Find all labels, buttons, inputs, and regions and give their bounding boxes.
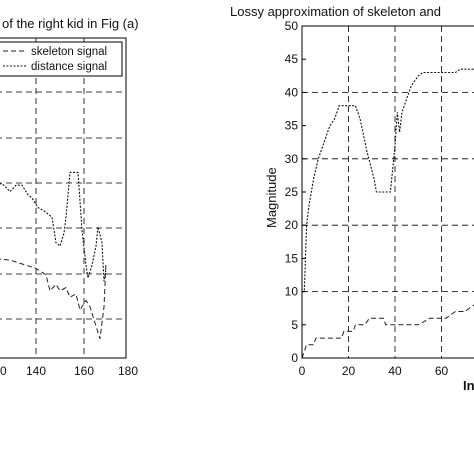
right-y-tick-label: 40 (285, 85, 299, 99)
left-legend-box (0, 41, 123, 77)
left-panel: of the right kid in Fig (a) 0 140 160 180 s… (0, 16, 139, 378)
right-y-tick-label: 35 (285, 119, 299, 133)
right-y-tick-label: 45 (285, 52, 299, 66)
right-x-tick-label: 40 (388, 364, 402, 378)
right-y-tick-label: 30 (285, 152, 299, 166)
right-chart-title: Lossy approximation of skeleton and (230, 4, 441, 19)
right-x-tick-labels: 0 20 40 60 (299, 364, 449, 378)
right-x-tick-label: 20 (342, 364, 356, 378)
left-plot-frame (0, 37, 127, 359)
right-panel: Lossy approximation of skeleton and 0 5 10… (230, 4, 474, 393)
right-y-axis-label: Magnitude (264, 167, 279, 228)
left-grid (0, 38, 126, 358)
right-x-tick-label: 60 (435, 364, 449, 378)
legend-label-skeleton: skeleton signal (31, 46, 107, 58)
right-plot-frame (301, 25, 474, 359)
left-series-line-skeleton (0, 258, 107, 339)
left-series (0, 171, 107, 339)
legend-label-distance: distance signal (31, 61, 107, 73)
right-y-tick-label: 50 (285, 19, 299, 33)
left-x-tick-label: 0 (0, 364, 7, 378)
right-y-tick-labels: 0 5 10 15 20 25 30 35 40 45 50 (285, 19, 306, 365)
right-series (301, 68, 474, 359)
right-series-line-1 (302, 68, 474, 293)
left-legend: skeleton signal distance signal (0, 41, 123, 77)
right-x-tick-label: 0 (299, 364, 306, 378)
right-y-tick-label: 15 (285, 251, 299, 265)
right-y-tick-label: 10 (285, 285, 299, 299)
left-x-tick-label: 140 (26, 364, 46, 378)
right-y-tick-label: 0 (291, 351, 298, 365)
right-series-line-2 (301, 304, 474, 359)
right-y-tick-label: 20 (285, 218, 299, 232)
left-x-tick-label: 160 (74, 364, 94, 378)
left-series-line-distance (0, 171, 107, 282)
right-x-axis-label: In (463, 378, 474, 393)
left-x-tick-labels: 0 140 160 180 (0, 364, 138, 378)
right-y-tick-label: 5 (291, 318, 298, 332)
left-chart-title: of the right kid in Fig (a) (2, 16, 139, 31)
left-x-tick-label: 180 (118, 364, 138, 378)
right-grid (302, 26, 474, 358)
right-y-tick-label: 25 (285, 185, 299, 199)
